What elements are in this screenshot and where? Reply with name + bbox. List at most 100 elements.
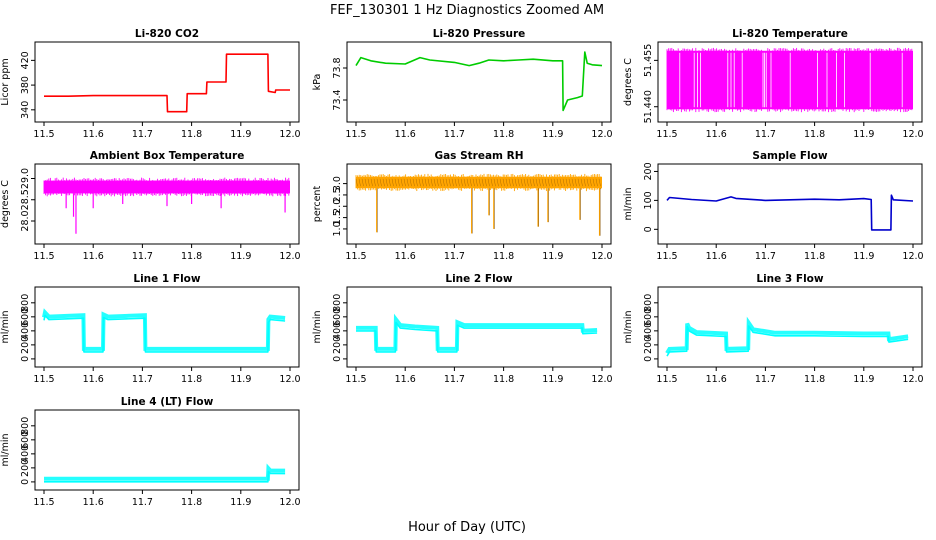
series-noise bbox=[666, 47, 913, 113]
noise-dark bbox=[571, 178, 574, 187]
noise-dark bbox=[526, 178, 529, 187]
noise-dark bbox=[358, 178, 361, 187]
x-tick-label: 11.9 bbox=[853, 374, 874, 385]
y-tick-label: 200 bbox=[332, 336, 343, 354]
y-axis-label: ml/min bbox=[0, 433, 11, 466]
x-tick-label: 11.8 bbox=[181, 129, 202, 140]
noise-dark bbox=[400, 178, 403, 187]
y-tick-label: 800 bbox=[20, 294, 31, 312]
y-tick-label: 800 bbox=[20, 417, 31, 435]
noise-dark bbox=[382, 178, 385, 187]
noise-dark bbox=[367, 178, 370, 187]
noise-dark bbox=[406, 178, 409, 187]
x-tick-label: 11.9 bbox=[230, 497, 251, 508]
x-tick-label: 11.5 bbox=[656, 374, 677, 385]
plot-frame bbox=[34, 41, 300, 123]
noise-dark bbox=[412, 178, 415, 187]
panel-sample-flow: Sample Flow ml/min 0 100 200 11.5 11.6 11.7 11.8… bbox=[623, 150, 924, 262]
x-tick-label: 11.7 bbox=[444, 374, 465, 385]
noise-dark bbox=[460, 178, 463, 187]
y-tick-label: 600 bbox=[20, 431, 31, 449]
noise-dark bbox=[538, 178, 541, 187]
noise-dark bbox=[418, 178, 421, 187]
plot-frame bbox=[657, 41, 923, 123]
noise-dark bbox=[592, 178, 595, 187]
plot-frame bbox=[346, 163, 612, 245]
noise-dark bbox=[361, 178, 364, 187]
x-tick-label: 12.0 bbox=[279, 497, 300, 508]
y-tick-label: 380 bbox=[20, 76, 31, 94]
noise-dark bbox=[541, 178, 544, 187]
y-tick-label: 51.440 bbox=[643, 90, 654, 123]
noise-dark bbox=[568, 178, 571, 187]
x-tick-label: 11.5 bbox=[33, 251, 54, 262]
y-axis-label: degrees C bbox=[623, 58, 634, 106]
noise-dark bbox=[583, 178, 586, 187]
noise-dark bbox=[445, 178, 448, 187]
series-noise-band bbox=[42, 308, 286, 351]
noise-dark bbox=[415, 178, 418, 187]
noise-dark bbox=[457, 178, 460, 187]
x-tick-label: 11.5 bbox=[33, 374, 54, 385]
x-tick-label: 11.7 bbox=[132, 129, 153, 140]
y-axis-label: kPa bbox=[312, 74, 323, 91]
x-tick-label: 12.0 bbox=[591, 374, 612, 385]
noise-dark bbox=[475, 178, 478, 187]
x-tick-label: 11.9 bbox=[542, 251, 563, 262]
noise-dark bbox=[481, 178, 484, 187]
x-tick-label: 12.0 bbox=[279, 251, 300, 262]
panel-title: Line 2 Flow bbox=[445, 273, 512, 285]
y-tick-label: 200 bbox=[20, 459, 31, 477]
y-axis-label: percent bbox=[312, 186, 323, 223]
noise-dark bbox=[436, 178, 439, 187]
y-tick-label: 420 bbox=[20, 51, 31, 69]
y-tick-label: 400 bbox=[20, 322, 31, 340]
x-tick-label: 11.8 bbox=[493, 251, 514, 262]
x-tick-label: 11.5 bbox=[33, 497, 54, 508]
series-noise bbox=[43, 177, 290, 197]
panel-title: Li-820 Pressure bbox=[433, 28, 526, 40]
series-noise-band bbox=[665, 316, 909, 355]
noise-dark bbox=[490, 178, 493, 187]
noise-dark bbox=[532, 178, 535, 187]
x-tick-label: 12.0 bbox=[591, 251, 612, 262]
plot-frame bbox=[34, 286, 300, 368]
noise-dark bbox=[580, 178, 583, 187]
x-tick-label: 11.5 bbox=[33, 129, 54, 140]
noise-dark bbox=[520, 178, 523, 187]
x-tick-label: 11.7 bbox=[444, 251, 465, 262]
x-tick-label: 11.6 bbox=[706, 251, 727, 262]
y-axis-label: ml/min bbox=[623, 310, 634, 343]
noise-dark bbox=[505, 178, 508, 187]
y-tick-label: 400 bbox=[643, 322, 654, 340]
noise-dark bbox=[391, 178, 394, 187]
x-tick-label: 12.0 bbox=[902, 374, 923, 385]
noise-dark bbox=[529, 178, 532, 187]
y-tick-label: 100 bbox=[643, 191, 654, 209]
noise-dark bbox=[493, 178, 496, 187]
panel-li-820-co2: Li-820 CO2 Licor ppm 340 380 420 11.5 11.6 11.7… bbox=[0, 28, 301, 140]
x-tick-label: 11.9 bbox=[230, 374, 251, 385]
series-noise bbox=[355, 173, 602, 192]
y-axis-label: ml/min bbox=[0, 310, 11, 343]
y-tick-label: 51.455 bbox=[643, 44, 654, 77]
noise-dark bbox=[466, 178, 469, 187]
x-tick-label: 11.8 bbox=[804, 129, 825, 140]
y-tick-label: 1.5 bbox=[332, 210, 343, 225]
noise-dark bbox=[376, 178, 379, 187]
x-tick-label: 11.6 bbox=[395, 129, 416, 140]
x-tick-label: 11.6 bbox=[395, 374, 416, 385]
noise-dark bbox=[430, 178, 433, 187]
panel-li-820-temperature: Li-820 Temperature degrees C 51.440 51.455 1… bbox=[623, 28, 924, 140]
x-tick-label: 11.5 bbox=[656, 129, 677, 140]
x-tick-label: 11.8 bbox=[181, 374, 202, 385]
y-axis-label: Licor ppm bbox=[0, 58, 11, 105]
x-tick-label: 11.5 bbox=[656, 251, 677, 262]
x-tick-label: 11.9 bbox=[542, 374, 563, 385]
noise-dark bbox=[565, 178, 568, 187]
y-tick-label: 28.0 bbox=[20, 210, 31, 231]
noise-dark bbox=[523, 178, 526, 187]
